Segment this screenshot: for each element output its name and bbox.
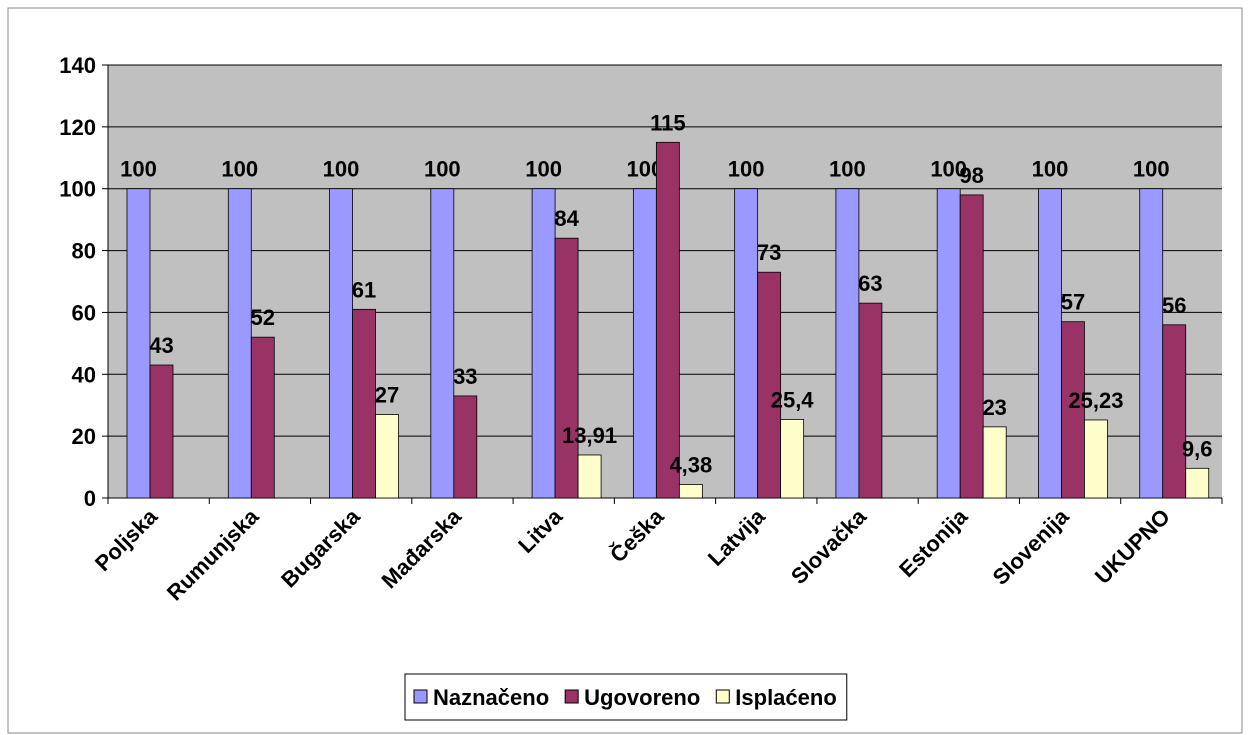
bar bbox=[352, 308, 376, 499]
data-label: 57 bbox=[1061, 290, 1085, 315]
y-tick-label: 20 bbox=[72, 424, 96, 449]
data-label: 9,6 bbox=[1182, 436, 1213, 461]
data-label: 100 bbox=[120, 157, 157, 182]
bar bbox=[1185, 467, 1210, 499]
data-label: 13,91 bbox=[562, 423, 617, 448]
y-tick-label: 140 bbox=[59, 53, 96, 78]
data-label: 98 bbox=[959, 163, 983, 188]
data-label: 43 bbox=[149, 333, 173, 358]
bar bbox=[655, 141, 680, 499]
y-tick-label: 40 bbox=[72, 362, 96, 387]
data-label: 84 bbox=[554, 206, 579, 231]
data-label: 100 bbox=[1032, 157, 1069, 182]
legend-label: Ugovoreno bbox=[584, 685, 700, 710]
bar bbox=[734, 188, 759, 499]
data-label: 61 bbox=[352, 277, 376, 302]
bar bbox=[757, 271, 782, 499]
data-label: 52 bbox=[251, 305, 275, 330]
legend-swatch bbox=[564, 689, 579, 704]
bar bbox=[126, 188, 151, 499]
data-label: 4,38 bbox=[669, 452, 712, 477]
y-tick-label: 80 bbox=[72, 239, 96, 264]
bar bbox=[577, 454, 602, 499]
data-label: 63 bbox=[858, 271, 882, 296]
data-label: 100 bbox=[424, 157, 461, 182]
y-tick-label: 0 bbox=[84, 486, 96, 511]
bar bbox=[959, 194, 984, 499]
bar bbox=[835, 188, 860, 499]
bar bbox=[554, 237, 579, 499]
bar bbox=[531, 188, 556, 499]
bar bbox=[1139, 188, 1164, 499]
bar bbox=[453, 395, 478, 499]
y-tick-label: 120 bbox=[59, 115, 96, 140]
bar bbox=[1061, 321, 1085, 499]
bar bbox=[936, 188, 961, 499]
bar bbox=[149, 364, 174, 499]
y-tick-label: 60 bbox=[72, 300, 96, 325]
data-label: 115 bbox=[650, 110, 686, 135]
data-label: 25,23 bbox=[1068, 388, 1123, 413]
data-label: 73 bbox=[757, 240, 781, 265]
data-label: 100 bbox=[728, 157, 765, 182]
legend-label: Naznačeno bbox=[433, 685, 549, 710]
bar bbox=[1084, 419, 1108, 499]
bar bbox=[780, 419, 805, 499]
bar bbox=[632, 188, 657, 499]
data-label: 25,4 bbox=[771, 387, 815, 412]
bar bbox=[250, 336, 275, 499]
bar bbox=[1038, 188, 1062, 499]
data-label: 100 bbox=[221, 157, 258, 182]
bar bbox=[227, 188, 252, 499]
bar bbox=[678, 484, 703, 499]
data-label: 33 bbox=[453, 364, 477, 389]
data-label: 100 bbox=[930, 157, 967, 182]
data-label: 27 bbox=[375, 382, 399, 407]
legend: Naznačeno Ugovoreno Isplaćeno bbox=[404, 673, 848, 721]
bar bbox=[858, 302, 883, 499]
data-label: 100 bbox=[1133, 157, 1170, 182]
legend-label: Isplaćeno bbox=[735, 685, 836, 710]
legend-swatch bbox=[715, 689, 730, 704]
data-label: 23 bbox=[982, 395, 1006, 420]
data-label: 100 bbox=[829, 157, 866, 182]
data-label: 100 bbox=[525, 157, 562, 182]
data-label: 100 bbox=[323, 157, 360, 182]
legend-swatch bbox=[413, 689, 428, 704]
bar bbox=[430, 188, 455, 499]
data-label: 56 bbox=[1162, 293, 1186, 318]
y-tick-label: 100 bbox=[59, 177, 96, 202]
bar bbox=[329, 188, 353, 499]
bar bbox=[982, 426, 1007, 499]
bar bbox=[375, 414, 399, 499]
bar bbox=[1162, 324, 1187, 499]
legend-box bbox=[404, 673, 848, 721]
